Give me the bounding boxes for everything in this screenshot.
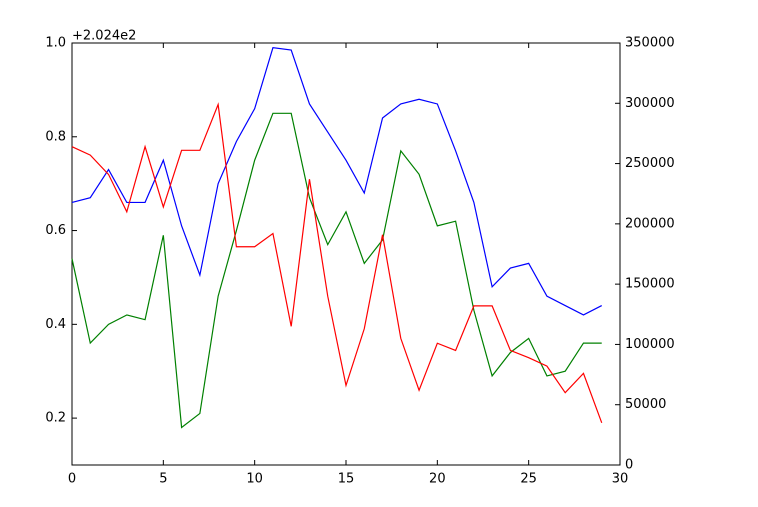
y2-tick-label: 350000 xyxy=(625,36,675,51)
x-tick-label: 30 xyxy=(612,472,629,487)
data-line xyxy=(71,102,603,424)
y2-tick-label: 300000 xyxy=(625,96,675,111)
y-tick-label: 0.6 xyxy=(45,223,66,238)
y2-tick-label: 100000 xyxy=(625,337,675,352)
y-tick-label: 0.8 xyxy=(45,129,66,144)
data-line xyxy=(71,112,602,429)
plot-frame xyxy=(71,42,621,466)
x-tick-label: 10 xyxy=(246,472,263,487)
y-tick-label: 1.0 xyxy=(45,36,66,51)
y2-tick-label: 0 xyxy=(625,458,633,473)
x-tick-label: 5 xyxy=(159,472,167,487)
y2-tick-label: 50000 xyxy=(625,397,666,412)
data-line xyxy=(71,47,603,316)
x-tick-label: 25 xyxy=(520,472,537,487)
x-tick-label: 15 xyxy=(338,472,355,487)
y2-tick-label: 250000 xyxy=(625,156,675,171)
y2-tick-label: 200000 xyxy=(625,216,675,231)
y-tick-label: 0.2 xyxy=(45,411,66,426)
y-tick-label: 0.4 xyxy=(45,317,66,332)
x-tick-label: 0 xyxy=(68,472,76,487)
y2-tick-label: 150000 xyxy=(625,277,675,292)
x-tick-label: 20 xyxy=(429,472,446,487)
y-offset-text: +2.024e2 xyxy=(72,29,136,44)
